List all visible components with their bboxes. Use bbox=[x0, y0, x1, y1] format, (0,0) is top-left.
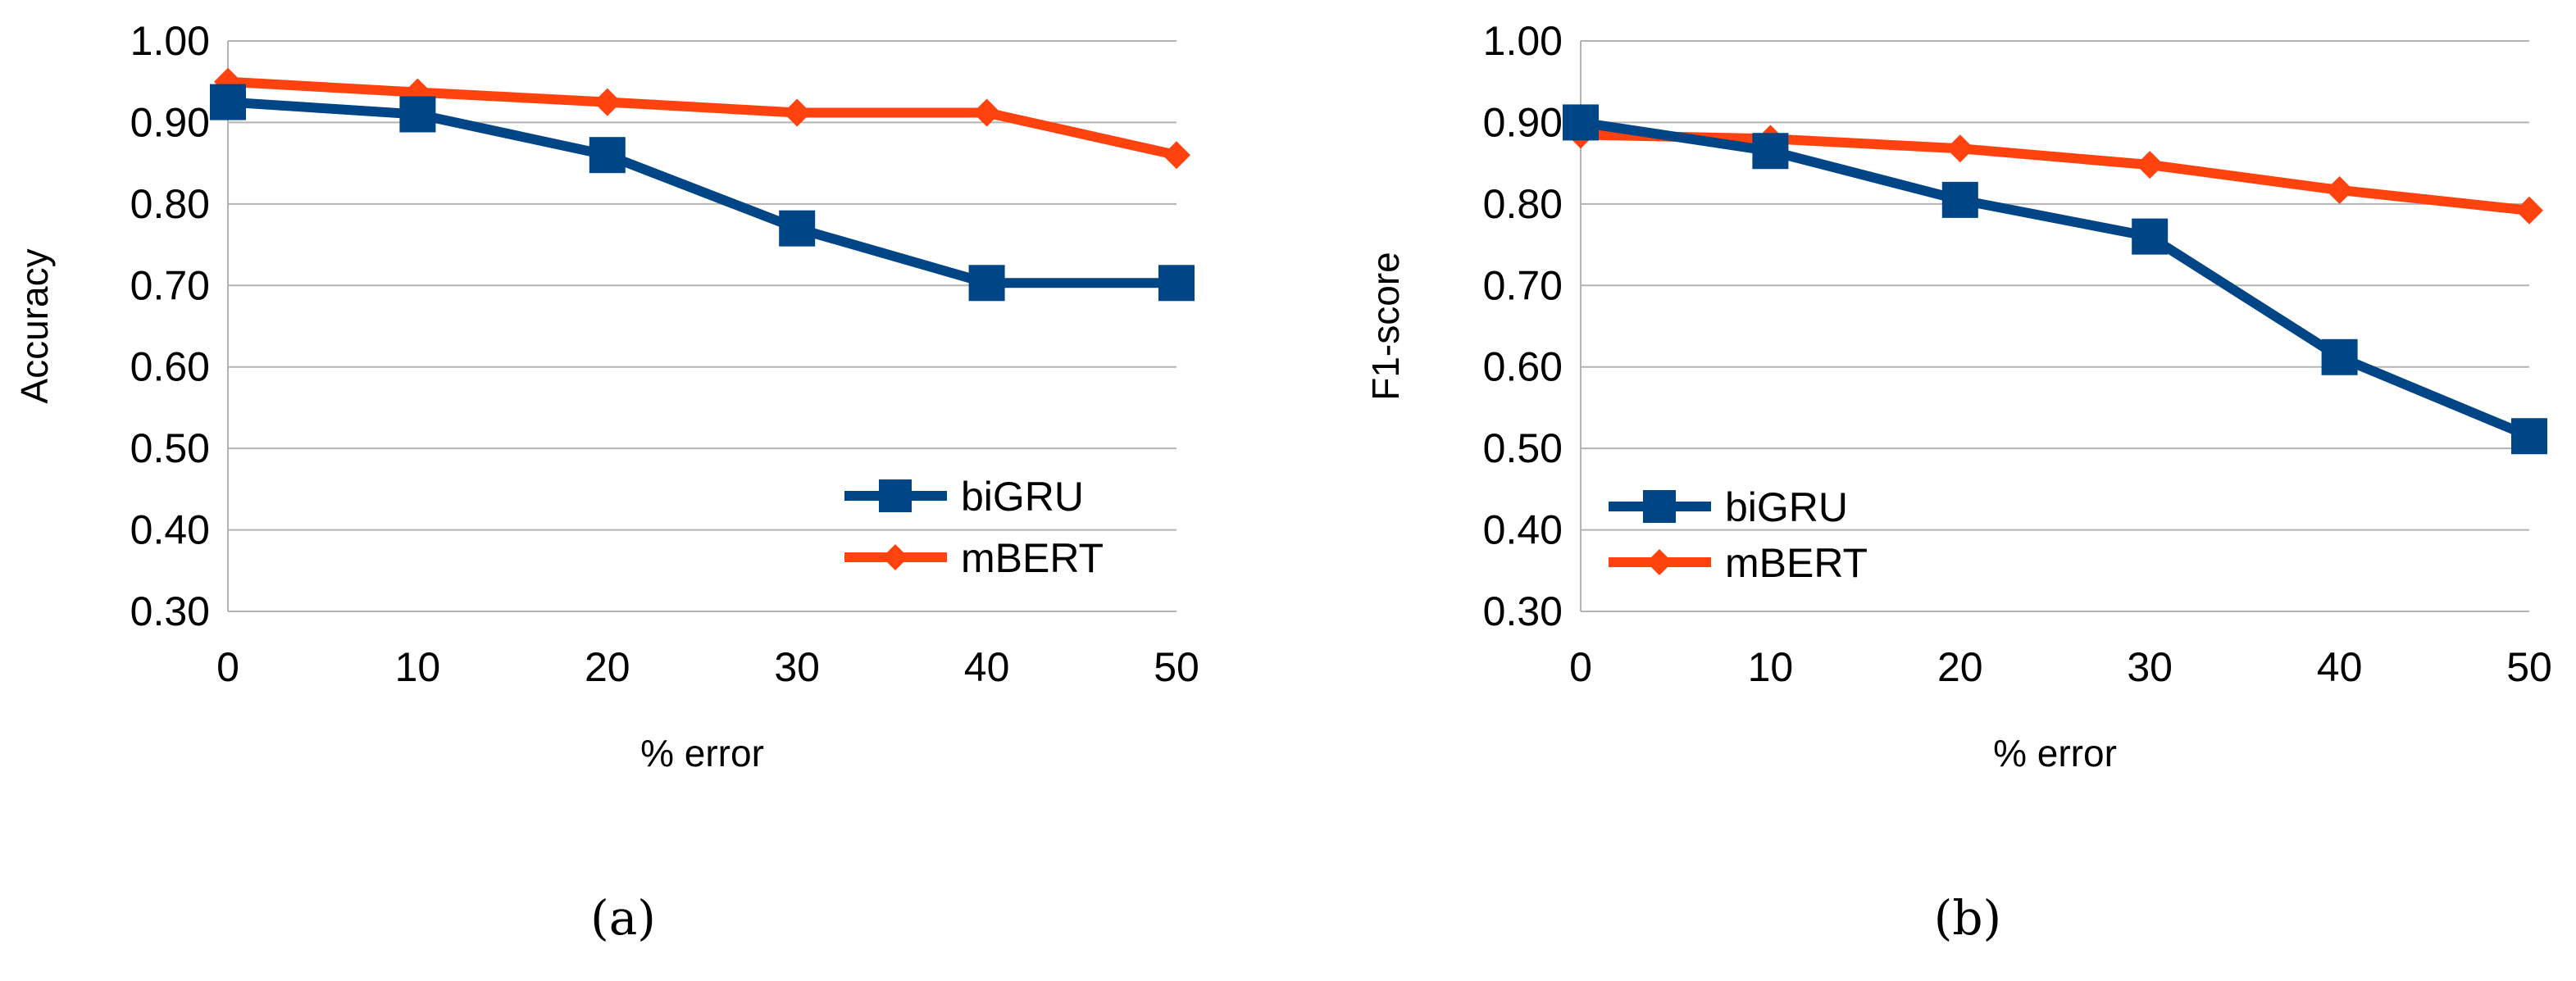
mbert-point bbox=[1163, 141, 1190, 170]
y-tick-label: 0.40 bbox=[130, 507, 210, 553]
mbert-point bbox=[1946, 134, 1974, 163]
mbert-point bbox=[2136, 151, 2164, 179]
mbert-point bbox=[783, 98, 812, 127]
bigru-line bbox=[227, 97, 1176, 288]
y-axis-label-a: Accuracy bbox=[13, 248, 56, 403]
x-tick-label: 20 bbox=[585, 644, 630, 690]
x-tick-label: 10 bbox=[395, 644, 441, 690]
bigru-point bbox=[399, 96, 436, 133]
y-axis-label-b: F1-score bbox=[1364, 252, 1407, 400]
x-tick-label: 50 bbox=[1154, 644, 1199, 690]
y-tick-labels-a: 0.30 0.40 0.50 0.60 0.70 0.80 0.90 1.00 bbox=[130, 18, 210, 634]
y-tick-label: 0.90 bbox=[1483, 99, 1563, 145]
x-tick-label: 20 bbox=[1937, 644, 1983, 690]
chart-panel-b: 0.30 0.40 0.50 0.60 0.70 0.80 0.90 1.00 0 10 20 30… bbox=[1364, 18, 2552, 946]
y-tick-labels-b: 0.30 0.40 0.50 0.60 0.70 0.80 0.90 1.00 bbox=[1483, 18, 1563, 634]
mbert-point bbox=[593, 88, 621, 116]
bigru-line bbox=[1580, 117, 2532, 441]
mbert-point bbox=[2325, 175, 2354, 204]
panel-label-b: (b) bbox=[1934, 890, 2001, 946]
bigru-point bbox=[2321, 338, 2358, 375]
bigru-point bbox=[1158, 265, 1195, 302]
x-tick-label: 30 bbox=[2127, 644, 2173, 690]
mbert-line bbox=[1580, 129, 2530, 216]
legend-label-bigru: biGRU bbox=[961, 474, 1084, 520]
y-tick-label: 0.80 bbox=[130, 181, 210, 227]
y-tick-label: 0.70 bbox=[130, 262, 210, 308]
y-tick-label: 1.00 bbox=[130, 18, 210, 64]
bigru-point bbox=[210, 84, 246, 120]
legend-marker-bigru bbox=[1643, 490, 1676, 523]
bigru-point bbox=[1941, 181, 1978, 218]
y-tick-label: 0.50 bbox=[1483, 425, 1563, 471]
bigru-point bbox=[2511, 418, 2547, 455]
y-tick-label: 0.50 bbox=[130, 425, 210, 471]
gridlines-a bbox=[227, 40, 1176, 612]
y-tick-label: 0.70 bbox=[1483, 262, 1563, 308]
x-tick-label: 10 bbox=[1748, 644, 1794, 690]
y-tick-label: 1.00 bbox=[1483, 18, 1563, 64]
legend-label-mbert: mBERT bbox=[1725, 540, 1868, 586]
x-tick-label: 50 bbox=[2506, 644, 2552, 690]
legend-marker-bigru bbox=[879, 479, 912, 512]
y-tick-label: 0.40 bbox=[1483, 507, 1563, 553]
y-tick-label: 0.30 bbox=[1483, 588, 1563, 634]
legend-label-bigru: biGRU bbox=[1725, 484, 1848, 530]
legend-b: biGRU mBERT bbox=[1609, 484, 1868, 586]
y-tick-label: 0.90 bbox=[130, 99, 210, 145]
x-tick-label: 40 bbox=[2317, 644, 2363, 690]
bigru-point bbox=[2132, 218, 2169, 255]
legend-marker-mbert bbox=[1646, 549, 1673, 575]
bigru-point bbox=[589, 137, 626, 174]
legend-marker-mbert bbox=[882, 544, 908, 570]
x-tick-label: 30 bbox=[774, 644, 820, 690]
panel-label-a: (a) bbox=[590, 890, 656, 946]
legend-a: biGRU mBERT bbox=[844, 474, 1104, 581]
x-tick-labels-b: 0 10 20 30 40 50 bbox=[1569, 644, 2552, 690]
chart-panel-a: 0.30 0.40 0.50 0.60 0.70 0.80 0.90 1.00 0 10 20 30… bbox=[13, 18, 1199, 946]
y-tick-label: 0.30 bbox=[130, 588, 210, 634]
mbert-line bbox=[227, 76, 1178, 161]
x-tick-label: 0 bbox=[1569, 644, 1592, 690]
y-tick-label: 0.60 bbox=[130, 344, 210, 390]
x-axis-label-a: % error bbox=[640, 732, 764, 774]
gridlines-b bbox=[1580, 40, 2529, 612]
bigru-point bbox=[779, 210, 816, 247]
x-axis-label-b: % error bbox=[1993, 732, 2117, 774]
bigru-point bbox=[1563, 104, 1599, 141]
mbert-point bbox=[2515, 196, 2543, 225]
series-a bbox=[210, 67, 1195, 302]
legend-label-mbert: mBERT bbox=[961, 535, 1104, 581]
series-b bbox=[1563, 104, 2547, 455]
bigru-point bbox=[968, 265, 1005, 302]
bigru-point bbox=[1752, 133, 1789, 170]
x-tick-label: 0 bbox=[216, 644, 239, 690]
x-tick-labels-a: 0 10 20 30 40 50 bbox=[216, 644, 1199, 690]
y-tick-label: 0.60 bbox=[1483, 344, 1563, 390]
mbert-point bbox=[972, 98, 1001, 127]
y-tick-label: 0.80 bbox=[1483, 181, 1563, 227]
x-tick-label: 40 bbox=[964, 644, 1010, 690]
